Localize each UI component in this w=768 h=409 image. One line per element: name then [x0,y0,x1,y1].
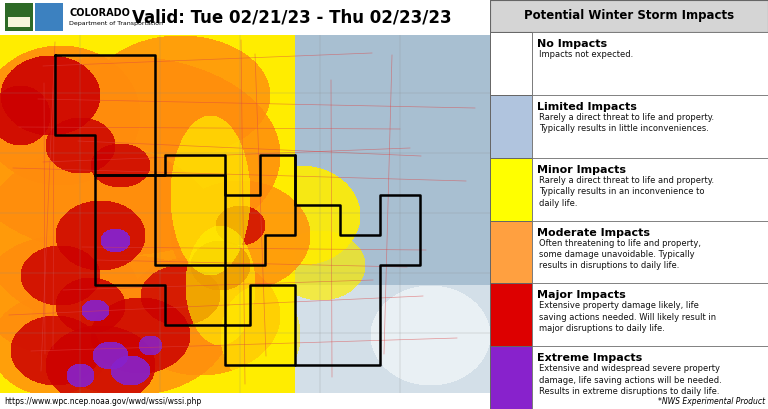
Bar [490,157,532,220]
Text: Rarely a direct threat to life and property.
Typically results in an inconvenien: Rarely a direct threat to life and prope… [539,176,714,207]
Bar [490,346,532,409]
Text: Moderate Impacts: Moderate Impacts [537,227,650,238]
Bar [532,157,768,220]
Bar [490,283,532,346]
Bar [490,0,768,32]
Bar [532,220,768,283]
Text: Rarely a direct threat to life and property.
Typically results in little inconve: Rarely a direct threat to life and prope… [539,113,714,133]
Bar [490,95,532,157]
Bar [8,17,30,27]
Text: Valid: Tue 02/21/23 - Thu 02/23/23: Valid: Tue 02/21/23 - Thu 02/23/23 [132,9,452,27]
Bar [532,32,768,95]
Text: Major Impacts: Major Impacts [537,290,626,300]
Text: https://www.wpc.ncep.noaa.gov/wwd/wssi/wssi.php: https://www.wpc.ncep.noaa.gov/wwd/wssi/w… [4,396,201,405]
Text: Extreme Impacts: Extreme Impacts [537,353,642,363]
Bar [490,220,532,283]
Bar [490,32,532,95]
Text: Department of Transportation: Department of Transportation [69,20,163,25]
Text: Limited Impacts: Limited Impacts [537,102,637,112]
Text: Often threatening to life and property,
some damage unavoidable. Typically
resul: Often threatening to life and property, … [539,238,701,270]
Text: Potential Winter Storm Impacts: Potential Winter Storm Impacts [524,9,734,22]
Text: Extensive and widespread severe property
damage, life saving actions will be nee: Extensive and widespread severe property… [539,364,722,396]
Bar [532,346,768,409]
Bar [5,3,33,31]
Text: Impacts not expected.: Impacts not expected. [539,50,634,59]
Text: No Impacts: No Impacts [537,39,607,49]
Bar [532,95,768,157]
Text: COLORADO: COLORADO [69,8,130,18]
Text: Minor Impacts: Minor Impacts [537,165,626,175]
Bar [35,3,63,31]
Text: Extensive property damage likely, life
saving actions needed. Will likely result: Extensive property damage likely, life s… [539,301,716,333]
Text: *NWS Experimental Product: *NWS Experimental Product [658,397,765,406]
Bar [532,283,768,346]
